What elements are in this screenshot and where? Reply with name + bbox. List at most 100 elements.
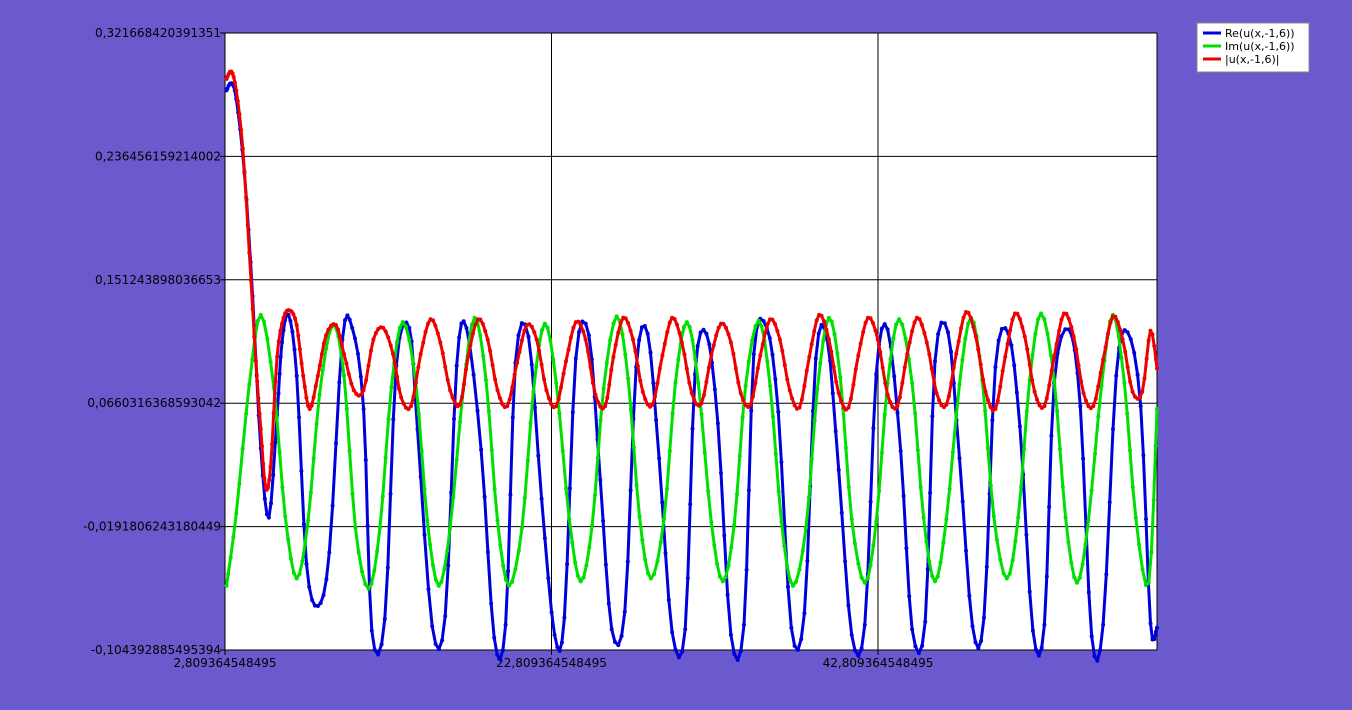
data-point [239,127,244,132]
data-point [709,353,714,358]
data-point [347,449,352,454]
data-point [301,373,306,378]
data-point [489,448,494,453]
data-point [976,347,981,352]
data-point [790,396,795,401]
data-point [1153,357,1158,362]
data-point [327,550,332,555]
data-point [426,321,431,326]
data-point [510,415,515,420]
data-point [611,321,616,326]
data-point [877,489,882,493]
data-point [1123,349,1128,354]
data-point [1010,317,1015,322]
data-point [1135,372,1140,377]
data-point [356,550,361,555]
data-point [1066,316,1071,321]
data-point [554,381,559,385]
data-point [566,347,571,352]
data-point [726,563,731,568]
data-point [555,645,560,650]
data-point [522,328,527,333]
data-point [433,323,438,328]
data-point [353,525,358,530]
y-tick-label: 0,321668420391351 [95,26,221,40]
data-point [933,579,937,584]
data-point [249,278,253,283]
series-1 [224,311,1159,591]
data-point [262,496,267,501]
data-point [640,389,645,394]
data-point [319,352,324,356]
data-point [657,366,662,371]
data-point [294,373,299,378]
data-point [1128,448,1132,453]
data-point [307,585,312,589]
data-point [321,341,326,346]
data-point [1058,447,1062,451]
data-point [885,392,890,397]
data-point [865,576,870,581]
data-point [638,378,643,383]
data-point [907,340,912,345]
data-point [676,357,681,362]
data-point [1039,645,1044,650]
data-point [924,539,929,544]
data-point [633,349,638,354]
data-point [706,489,711,493]
data-point [902,365,907,370]
data-point [990,418,995,423]
data-point [372,568,377,573]
data-point [462,382,466,387]
data-point [443,364,448,369]
data-point [293,316,297,321]
data-point [1115,320,1120,324]
data-point [927,559,932,564]
data-point [1063,515,1068,520]
data-point [785,377,790,382]
data-point [513,567,518,572]
data-point [910,627,915,632]
data-point [1036,317,1041,322]
data-point [418,474,423,479]
data-point [933,359,937,364]
data-point [377,525,382,530]
data-point [1055,409,1060,414]
data-point [578,579,583,584]
data-point [913,411,918,416]
data-point [495,388,500,393]
data-point [1013,539,1018,544]
data-point [1091,404,1096,409]
data-point [1143,583,1148,587]
data-point [256,396,261,401]
data-point [557,649,562,653]
data-point [268,359,273,364]
data-point [375,549,380,554]
data-point [983,408,988,413]
data-point [821,338,826,343]
data-point [650,402,655,407]
data-point [347,317,352,322]
data-point [294,576,299,581]
data-point [895,404,900,409]
data-point [442,567,447,572]
data-point [520,525,524,530]
data-point [923,619,928,624]
data-point [453,401,458,406]
data-point [996,338,1001,343]
data-point [1080,562,1085,567]
data-point [1008,328,1013,333]
data-point [966,321,971,326]
data-point [879,326,884,331]
data-point [704,380,709,384]
data-point [631,337,635,342]
data-point [738,648,743,653]
data-point [1025,347,1030,352]
data-point [981,377,986,382]
data-point [620,332,625,337]
data-point [635,364,640,369]
data-point [1035,397,1039,402]
data-point [776,489,781,494]
data-point [1113,314,1118,319]
data-point [1140,389,1145,394]
